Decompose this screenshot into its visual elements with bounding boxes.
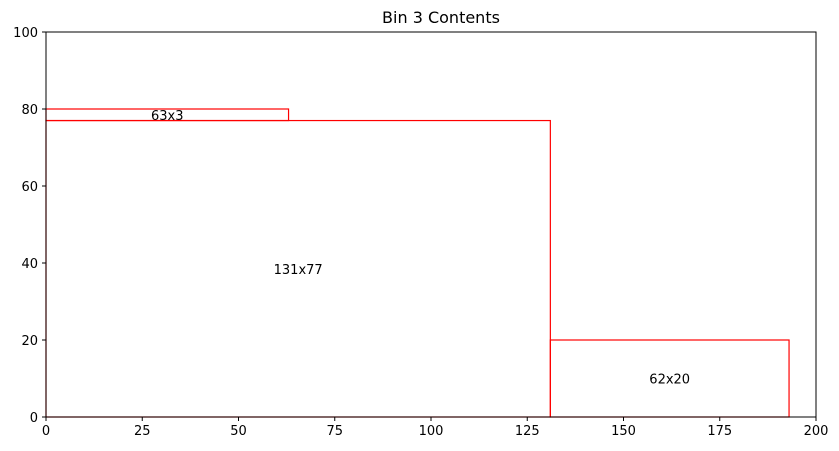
y-tick-label: 100 — [13, 26, 38, 41]
y-tick-label: 20 — [21, 334, 38, 349]
x-tick-label: 150 — [611, 424, 636, 439]
x-tick-label: 100 — [419, 424, 444, 439]
y-tick-label: 60 — [21, 180, 38, 195]
rect-label-62x20: 62x20 — [649, 373, 690, 388]
x-tick-label: 75 — [326, 424, 343, 439]
axes-group: 0 25 50 75 100 125 150 175 200 0 20 40 60 80 100 — [13, 26, 828, 439]
y-tick-label: 40 — [21, 257, 38, 272]
x-tick-label: 50 — [230, 424, 247, 439]
y-tick-label: 80 — [21, 103, 38, 118]
x-tick-label: 0 — [42, 424, 50, 439]
rect-label-131x77: 131x77 — [274, 263, 323, 278]
chart-title: Bin 3 Contents — [382, 8, 500, 27]
rectangles-group: 131x77 62x20 63x3 — [45, 108, 790, 418]
y-tick-label: 0 — [30, 411, 38, 426]
plot-frame — [45, 31, 817, 418]
x-tick-label: 125 — [515, 424, 540, 439]
x-tick-label: 200 — [804, 424, 829, 439]
x-tick-label: 25 — [134, 424, 151, 439]
rect-label-63x3: 63x3 — [151, 109, 184, 124]
x-tick-label: 175 — [707, 424, 732, 439]
